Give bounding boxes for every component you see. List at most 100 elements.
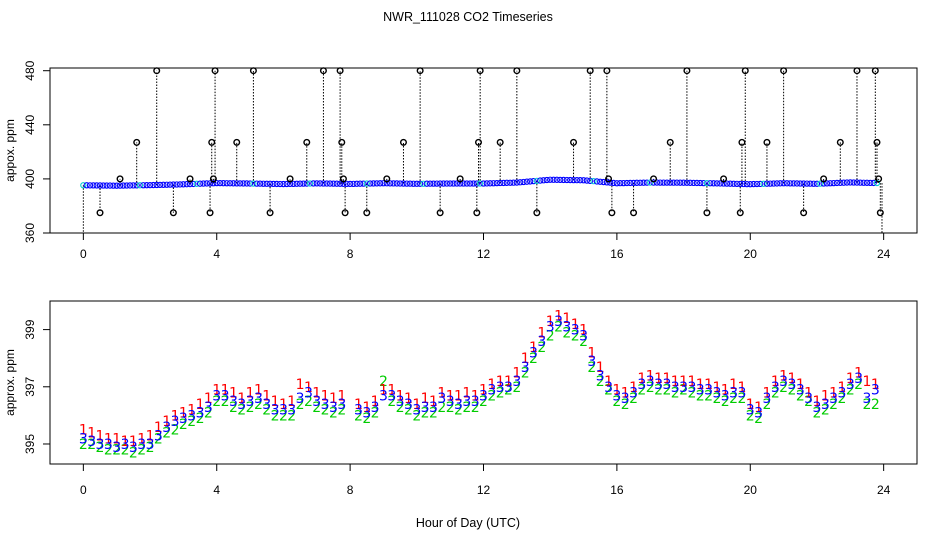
top-panel: 0 4 8 12 16 20 24 360 400 440 480 appox. ppm <box>3 60 918 261</box>
plot-frame <box>49 67 918 234</box>
baseline-point <box>677 179 684 186</box>
baseline-point <box>733 180 741 188</box>
series-1-point: 1 <box>704 377 713 393</box>
series-1-point: 1 <box>412 397 421 413</box>
baseline-point <box>633 179 641 186</box>
series-2-point: 2 <box>304 394 313 410</box>
baseline-point <box>393 180 400 187</box>
outlier-point <box>570 138 578 146</box>
baseline-point <box>133 182 140 189</box>
series-3: 3 3 3 3 3 3 3 3 333 3 3 3 3 33 3 3 3 3 3 3 3 3 33 33 3 3 3 3 3 33 3 3 3 3… <box>79 314 880 456</box>
baseline-point <box>173 181 180 188</box>
series-1-point: 1 <box>112 431 121 447</box>
series-2-point: 2 <box>562 325 571 341</box>
baseline-point <box>96 182 104 189</box>
series-2-point: 2 <box>554 320 563 336</box>
baseline-point <box>850 179 857 186</box>
outlier-point <box>399 138 407 146</box>
baseline-point <box>170 181 177 188</box>
baseline-point <box>293 180 300 187</box>
series-2-point: 2 <box>571 328 580 344</box>
baseline-point <box>373 180 380 187</box>
series-1-point: 1 <box>312 386 321 402</box>
x-tick-label: 24 <box>877 483 891 497</box>
baseline-point <box>230 180 237 187</box>
baseline-point <box>513 179 520 186</box>
baseline-point <box>557 176 564 184</box>
series-3-point: 3 <box>804 391 813 407</box>
baseline-point <box>270 180 277 188</box>
series-1-point: 1 <box>646 368 655 384</box>
baseline-point <box>610 179 617 187</box>
series-3-point: 3 <box>96 437 105 453</box>
baseline-point <box>350 180 357 187</box>
series-3-point: 3 <box>838 386 847 402</box>
series-2-point: 2 <box>746 408 755 424</box>
baseline-point <box>807 180 814 187</box>
outlier-point <box>875 175 883 183</box>
series-2-point: 2 <box>721 394 730 410</box>
series-3-point: 3 <box>287 403 296 419</box>
outlier-point <box>474 138 482 146</box>
baseline-point <box>753 180 761 188</box>
baseline-point <box>263 180 270 187</box>
baseline-point <box>333 180 340 187</box>
series-1-point: 1 <box>262 388 271 404</box>
series-1-point: 1 <box>779 368 788 384</box>
x-tick-label: 12 <box>477 247 491 261</box>
baseline-point <box>316 180 324 187</box>
baseline-point <box>550 176 557 183</box>
series-3-point: 3 <box>796 383 805 399</box>
baseline-point <box>510 179 517 186</box>
baseline-point <box>603 179 611 186</box>
baseline-point <box>136 182 144 189</box>
baseline-point <box>573 176 581 184</box>
baseline-point <box>416 180 424 187</box>
series-2-point: 2 <box>162 426 171 442</box>
series-2-point: 2 <box>646 380 655 396</box>
baseline-point <box>743 180 751 188</box>
baseline-point <box>363 180 370 187</box>
baseline-point <box>657 179 664 186</box>
baseline-point <box>493 179 500 187</box>
series-1-point: 1 <box>379 383 388 399</box>
y-tick-label: 360 <box>23 223 37 243</box>
series-2-point: 2 <box>687 386 696 402</box>
baseline-point <box>183 181 190 188</box>
outlier-point <box>876 209 884 217</box>
series-1-point: 1 <box>512 365 521 381</box>
series-1-point: 1 <box>146 428 155 444</box>
series-3-point: 3 <box>337 397 346 413</box>
baseline-point <box>480 180 487 187</box>
baseline-point <box>537 177 544 184</box>
series-3-point: 3 <box>429 400 438 416</box>
y-tick-label: 395 <box>23 434 37 454</box>
series-1-point: 1 <box>487 377 496 393</box>
baseline-point <box>83 182 90 189</box>
baseline-point <box>780 180 787 187</box>
series-1-point: 1 <box>471 388 480 404</box>
outlier-point <box>820 175 828 183</box>
series-1-point: 1 <box>562 311 571 327</box>
series-3-point: 3 <box>737 386 746 402</box>
baseline-point <box>627 179 634 187</box>
series-2-point: 2 <box>404 403 413 419</box>
baseline-point <box>450 180 457 187</box>
series-3-point: 3 <box>454 397 463 413</box>
outlier-point <box>738 138 746 146</box>
series-3-point: 3 <box>587 354 596 370</box>
baseline-point <box>713 180 721 187</box>
baseline-point <box>700 179 707 187</box>
baseline-point <box>206 180 214 187</box>
series-2-point: 2 <box>662 383 671 399</box>
series-3-point: 3 <box>129 440 138 456</box>
baseline-point <box>386 180 394 187</box>
baseline-point <box>697 179 704 187</box>
outlier-point <box>736 209 744 217</box>
series-1-point: 1 <box>721 383 730 399</box>
series-3-point: 3 <box>204 400 213 416</box>
series-2-point: 2 <box>737 391 746 407</box>
series-2-point: 2 <box>437 400 446 416</box>
series-1-point: 1 <box>271 394 280 410</box>
series-3-point: 3 <box>404 397 413 413</box>
